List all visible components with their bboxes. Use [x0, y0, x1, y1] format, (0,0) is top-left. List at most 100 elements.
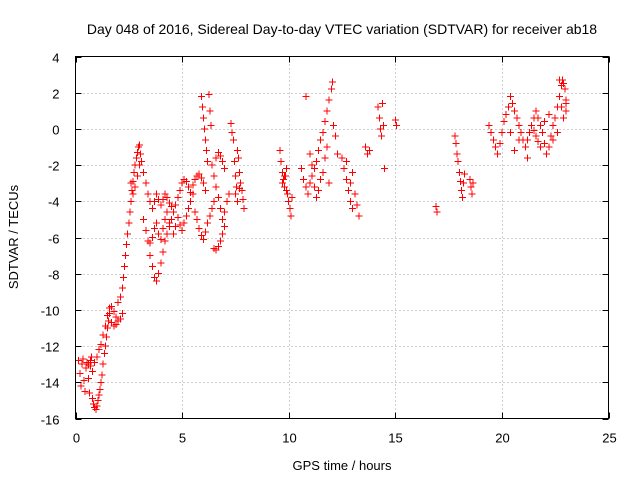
data-point [288, 194, 296, 202]
data-point [515, 136, 523, 144]
data-point [204, 219, 212, 227]
data-point [453, 150, 461, 158]
data-point [511, 107, 519, 115]
data-point [157, 201, 165, 209]
data-point [119, 273, 127, 281]
data-point [198, 103, 206, 111]
data-point [150, 273, 158, 281]
data-point [199, 114, 207, 122]
data-point [77, 382, 85, 390]
data-point [344, 186, 352, 194]
data-point [380, 121, 388, 129]
data-point [144, 190, 152, 198]
data-point [182, 212, 190, 220]
data-point [122, 252, 130, 260]
data-point [79, 355, 87, 363]
data-point [137, 150, 145, 158]
data-point [461, 170, 469, 178]
data-point [351, 190, 359, 198]
data-point [126, 208, 134, 216]
data-point [197, 174, 205, 182]
data-point [306, 179, 314, 187]
data-point [210, 197, 218, 205]
data-point [85, 389, 93, 397]
chart-title: Day 048 of 2016, Sidereal Day-to-day VTE… [87, 21, 597, 37]
data-point [231, 172, 239, 180]
data-point [219, 215, 227, 223]
data-point [157, 259, 165, 267]
y-tick-label: 0 [52, 123, 59, 138]
data-point [214, 194, 222, 202]
data-point [118, 284, 126, 292]
data-point [178, 226, 186, 234]
data-point [549, 121, 557, 129]
data-point [469, 179, 477, 187]
data-point [328, 78, 336, 86]
data-point [349, 205, 357, 213]
data-point [121, 262, 129, 270]
x-tick-label: 5 [179, 431, 186, 446]
data-point [180, 219, 188, 227]
data-point [174, 194, 182, 202]
data-point [229, 136, 237, 144]
data-point [96, 386, 104, 394]
data-point [511, 147, 519, 155]
data-point [93, 353, 101, 361]
data-point [467, 183, 475, 191]
data-point [500, 118, 508, 126]
data-point [517, 129, 525, 137]
data-point [108, 319, 116, 327]
data-point [135, 141, 143, 149]
data-point [129, 190, 137, 198]
data-point [528, 121, 536, 129]
data-point [95, 346, 103, 354]
data-point [349, 168, 357, 176]
data-point [279, 176, 287, 184]
y-tick-label: -12 [41, 340, 60, 355]
data-point [94, 396, 102, 404]
data-point [212, 154, 220, 162]
y-tick-label: -4 [48, 195, 60, 210]
data-point [325, 179, 333, 187]
data-point [523, 154, 531, 162]
x-tick-label: 10 [282, 431, 296, 446]
x-tick-labels: 0 5 10 15 20 25 [73, 431, 617, 446]
data-point [375, 114, 383, 122]
data-point [457, 186, 465, 194]
data-point [506, 92, 514, 100]
data-point [110, 308, 118, 316]
data-point [284, 190, 292, 198]
data-point [92, 405, 100, 413]
y-tick-label: -10 [41, 304, 60, 319]
data-point [304, 190, 312, 198]
data-point [83, 358, 91, 366]
data-point [170, 208, 178, 216]
data-point [545, 143, 553, 151]
data-point [560, 80, 568, 88]
data-point [227, 119, 235, 127]
data-point [193, 215, 201, 223]
data-point [105, 317, 113, 325]
data-point [184, 205, 192, 213]
data-point [86, 357, 94, 365]
data-point [329, 121, 337, 129]
data-point [184, 183, 192, 191]
data-point [195, 224, 203, 232]
data-point [155, 230, 163, 238]
data-point [195, 170, 203, 178]
data-point [312, 194, 320, 202]
data-point [315, 186, 323, 194]
data-point [327, 85, 335, 93]
data-point [202, 136, 210, 144]
data-point [148, 205, 156, 213]
data-point [432, 203, 440, 211]
data-point [338, 154, 346, 162]
data-point [223, 197, 231, 205]
data-point [547, 132, 555, 140]
data-point [433, 208, 441, 216]
data-point [276, 147, 284, 155]
data-point [302, 183, 310, 191]
data-point [189, 181, 197, 189]
data-point [283, 165, 291, 173]
data-point [376, 125, 384, 133]
